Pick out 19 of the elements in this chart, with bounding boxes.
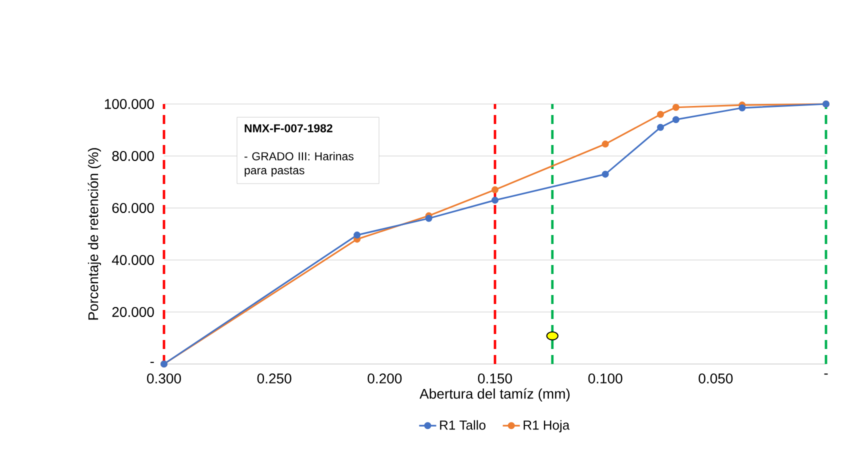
y-tick-label: 100.000 <box>104 99 154 109</box>
y-tick-label: 80.000 <box>112 151 154 161</box>
x-tick-label: - <box>824 374 828 375</box>
y-tick-label: 60.000 <box>112 203 154 213</box>
y-axis-title: Porcentaje de retención (%) <box>88 148 101 320</box>
x-tick-label: 0.050 <box>698 374 733 384</box>
x-tick-label: 0.300 <box>147 374 181 384</box>
annotation: - GRADO III: Harinas para pastas <box>244 152 354 177</box>
y-tick-label: 40.000 <box>112 255 154 265</box>
x-tick-label: 0.200 <box>368 374 402 384</box>
y-tick-label: - <box>150 362 154 363</box>
x-tick-label: 0.150 <box>478 374 512 384</box>
x-axis-title: Abertura del tamíz (mm) <box>420 388 570 402</box>
legend-label: R1 Hoja <box>524 420 570 432</box>
x-tick-label: 0.250 <box>257 374 292 384</box>
x-tick-label: 0.100 <box>588 374 622 384</box>
legend-label: R1 Tallo <box>440 420 486 430</box>
annotation: NMX-F-007-1982 <box>244 124 332 132</box>
y-tick-label: 20.000 <box>112 307 154 317</box>
